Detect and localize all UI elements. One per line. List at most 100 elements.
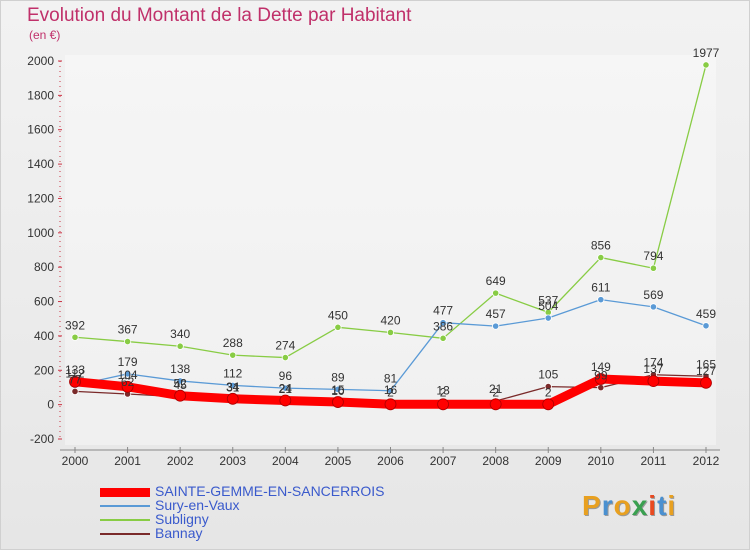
data-label: 89 [331,370,345,384]
x-tick-label: 2007 [430,454,457,468]
data-label: 165 [696,357,716,371]
data-point [700,376,712,389]
legend-swatch [100,533,150,535]
data-label: 611 [591,281,610,295]
data-label: 386 [433,319,453,333]
data-label: 179 [118,355,138,369]
y-tick-label: -200 [30,432,54,446]
data-point [597,296,605,304]
x-tick-label: 2010 [587,454,614,468]
data-label: 15 [331,383,345,397]
data-label: 2 [440,385,447,399]
y-tick-label: 800 [34,260,54,274]
data-label: 149 [591,360,611,374]
data-point [386,387,395,395]
data-label: 537 [538,293,558,307]
y-tick-label: 400 [34,329,54,343]
logo-letter: o [613,490,632,521]
data-label: 504 [538,299,558,313]
data-label: 450 [328,308,348,322]
data-label: 392 [65,318,85,332]
data-label: 649 [486,274,506,288]
data-point [123,337,132,346]
data-point [176,342,184,350]
data-label: 340 [170,327,190,341]
data-point [281,384,289,392]
data-label: 2 [387,385,394,399]
series-subligny [71,61,710,362]
data-label: 569 [643,288,663,302]
x-tick-label: 2006 [377,454,404,468]
data-label: 1977 [693,46,720,60]
y-tick-label: 1600 [27,123,54,137]
data-point [71,333,79,341]
x-tick-label: 2003 [219,454,246,468]
data-label: 174 [643,356,663,370]
data-label: 21 [279,382,293,396]
data-label: 104 [118,368,138,382]
x-tick-label: 2001 [114,454,141,468]
logo-letter: x [631,490,649,521]
data-point [594,373,607,385]
x-tick-label: 2004 [272,454,299,468]
legend-swatch [100,505,150,507]
data-label: 274 [275,339,295,353]
data-label: 794 [643,249,663,263]
data-label: 21 [489,382,503,396]
data-point [544,382,552,391]
data-label: 77 [68,372,82,386]
data-point [542,398,555,411]
data-labels: 133 104 52 34 24 15 2 2 2 2 149 137 127 112 179 138 112 9… [65,46,720,399]
x-tick-label: 2005 [325,454,352,468]
data-point [384,398,397,411]
data-point [281,353,289,362]
y-tick-label: 2000 [27,54,54,68]
data-point [597,384,605,392]
data-point [492,289,500,297]
data-point [702,61,710,69]
data-point [226,392,239,405]
logo-letter: i [648,490,658,521]
data-point [647,375,660,387]
legend-label: Subligny [155,511,209,527]
y-tick-label: 1800 [27,88,54,102]
data-label: 105 [538,368,558,382]
data-label: 62 [121,375,135,389]
data-point [334,385,342,393]
legend-swatch [100,519,150,521]
data-point [174,389,187,402]
data-point [597,253,605,262]
x-tick-label: 2012 [693,454,720,468]
data-label: 52 [173,377,187,391]
logo-letter: r [601,490,614,521]
legend-swatch [100,488,150,497]
data-label: 99 [594,369,608,383]
data-label: 137 [643,362,663,376]
data-label: 2 [545,385,552,399]
logo-letter: t [657,490,668,521]
data-label: 81 [384,372,398,386]
data-point [71,387,79,396]
data-label: 457 [486,307,506,321]
unit-label: (en €) [29,28,61,42]
data-point [649,264,658,272]
data-label: 13 [436,383,450,397]
data-point [702,322,710,330]
data-point [649,303,658,311]
series-layer [69,61,712,411]
y-tick-label: 1200 [27,191,54,205]
x-tick-label: 2009 [535,454,562,468]
data-label: 420 [380,313,400,327]
data-label: 96 [279,369,293,383]
logo-letter: P [582,490,602,521]
data-point [437,398,449,411]
y-tick-label: 1400 [27,157,54,171]
logo-letter: i [667,490,677,521]
x-tick-label: 2008 [482,454,509,468]
chart-title: Evolution du Montant de la Dette par Hab… [27,5,412,26]
data-label: 112 [223,366,242,380]
data-point [544,314,552,322]
data-label: 856 [591,239,611,253]
